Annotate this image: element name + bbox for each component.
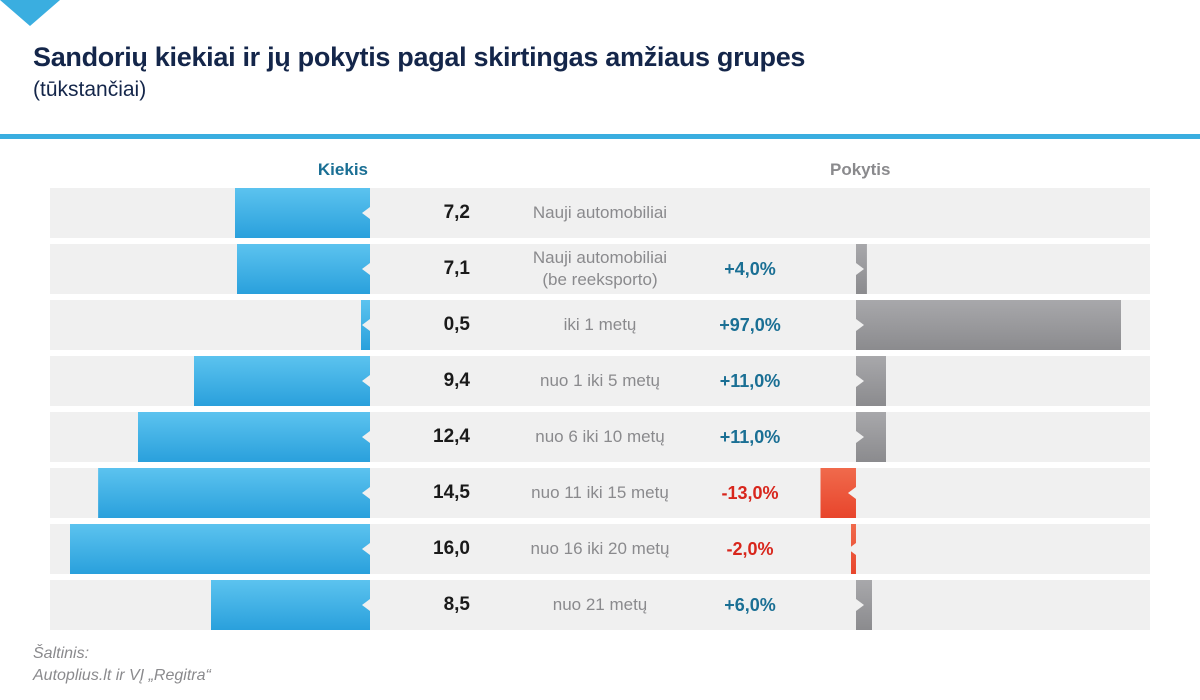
category-label: nuo 21 metų bbox=[552, 595, 648, 614]
bar bbox=[856, 300, 1121, 350]
category-label: nuo 6 iki 10 metų bbox=[535, 427, 665, 446]
value-label: -13,0% bbox=[721, 482, 779, 503]
source: Autoplius.lt ir VĮ „Regitra“ bbox=[33, 667, 211, 684]
divider bbox=[0, 134, 1200, 139]
chart-title: Sandorių kiekiai ir jų pokytis pagal ski… bbox=[33, 42, 806, 72]
bar bbox=[194, 356, 370, 406]
category-label: nuo 1 iki 5 metų bbox=[539, 371, 660, 390]
value-label: 0,5 bbox=[443, 314, 470, 335]
category-label: Nauji automobiliai (be reeksporto) bbox=[532, 248, 668, 289]
corner-triangle bbox=[0, 0, 60, 26]
row-background bbox=[50, 244, 1150, 294]
value-label: +4,0% bbox=[724, 258, 776, 279]
value-label: 12,4 bbox=[433, 426, 470, 447]
value-label: +6,0% bbox=[724, 594, 776, 615]
category-label: Nauji automobiliai bbox=[532, 203, 668, 222]
value-label: 7,2 bbox=[443, 202, 470, 223]
value-label: 14,5 bbox=[433, 482, 470, 503]
chart-subtitle: (tūkstančiai) bbox=[33, 78, 147, 101]
value-label: 16,0 bbox=[433, 538, 470, 559]
series-header: Pokytis bbox=[830, 160, 891, 179]
value-label: -2,0% bbox=[726, 538, 774, 559]
category-label: nuo 11 iki 15 metų bbox=[531, 483, 669, 502]
category-label: nuo 16 iki 20 metų bbox=[530, 539, 670, 558]
bar bbox=[98, 468, 370, 518]
bar bbox=[856, 580, 873, 630]
series-header: Kiekis bbox=[317, 160, 368, 179]
row-background bbox=[50, 188, 1150, 238]
source-label: Šaltinis: bbox=[33, 645, 90, 662]
value-label: 8,5 bbox=[443, 594, 470, 615]
bar bbox=[235, 188, 370, 238]
bar bbox=[138, 412, 371, 462]
bar bbox=[211, 580, 370, 630]
value-label: 7,1 bbox=[443, 258, 470, 279]
value-label: 9,4 bbox=[443, 370, 470, 391]
bar bbox=[237, 244, 370, 294]
bar bbox=[70, 524, 370, 574]
category-label: iki 1 metų bbox=[563, 315, 637, 334]
value-label: +97,0% bbox=[719, 314, 781, 335]
value-label: +11,0% bbox=[719, 370, 781, 391]
value-label: +11,0% bbox=[719, 426, 781, 447]
